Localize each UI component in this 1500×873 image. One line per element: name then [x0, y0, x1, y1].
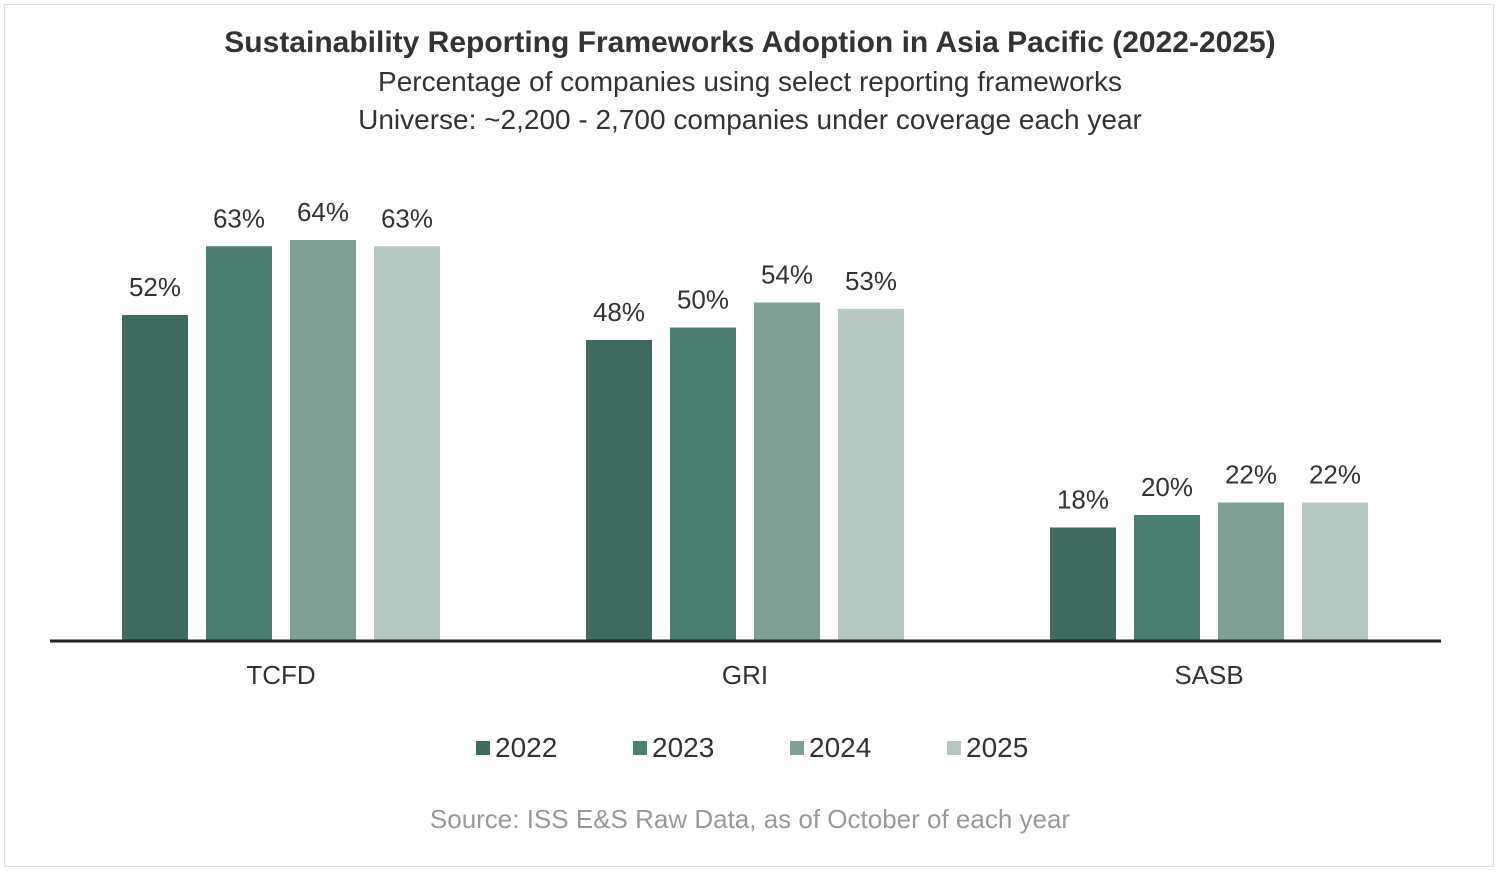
chart-subtitle: Percentage of companies using select rep… — [378, 66, 1122, 97]
bar-sasb-2024 — [1218, 502, 1284, 640]
bar-tcfd-2024 — [290, 240, 356, 640]
x-tick-label: GRI — [722, 660, 768, 690]
bar-gri-2024 — [754, 302, 820, 640]
data-label: 53% — [845, 266, 897, 296]
data-label: 18% — [1057, 485, 1109, 515]
data-label: 63% — [381, 203, 433, 233]
data-label: 63% — [213, 203, 265, 233]
legend-label-2022: 2022 — [495, 732, 557, 763]
chart-frame — [4, 4, 1494, 867]
data-label: 20% — [1141, 472, 1193, 502]
bar-gri-2023 — [670, 327, 736, 640]
data-label: 50% — [677, 285, 729, 315]
legend-swatch-2024 — [790, 741, 804, 755]
legend-swatch-2022 — [476, 741, 490, 755]
bar-tcfd-2023 — [206, 246, 272, 640]
x-tick-label: SASB — [1174, 660, 1243, 690]
legend-label-2024: 2024 — [809, 732, 871, 763]
legend-label-2023: 2023 — [652, 732, 714, 763]
legend-label-2025: 2025 — [966, 732, 1028, 763]
bar-sasb-2023 — [1134, 515, 1200, 640]
chart-title: Sustainability Reporting Frameworks Adop… — [224, 26, 1276, 59]
legend-swatch-2025 — [947, 741, 961, 755]
data-label: 22% — [1225, 460, 1277, 490]
x-tick-label: TCFD — [246, 660, 315, 690]
bar-tcfd-2025 — [374, 246, 440, 640]
data-label: 64% — [297, 197, 349, 227]
data-label: 22% — [1309, 460, 1361, 490]
bar-tcfd-2022 — [122, 315, 188, 640]
data-label: 52% — [129, 272, 181, 302]
legend-swatch-2023 — [633, 741, 647, 755]
bar-gri-2025 — [838, 308, 904, 640]
data-label: 48% — [593, 297, 645, 327]
chart-source: Source: ISS E&S Raw Data, as of October … — [429, 804, 1071, 834]
bar-gri-2022 — [586, 340, 652, 640]
chart-subtitle-universe: Universe: ~2,200 - 2,700 companies under… — [358, 104, 1142, 135]
bar-sasb-2025 — [1302, 502, 1368, 640]
data-label: 54% — [761, 260, 813, 290]
bar-sasb-2022 — [1050, 527, 1116, 640]
